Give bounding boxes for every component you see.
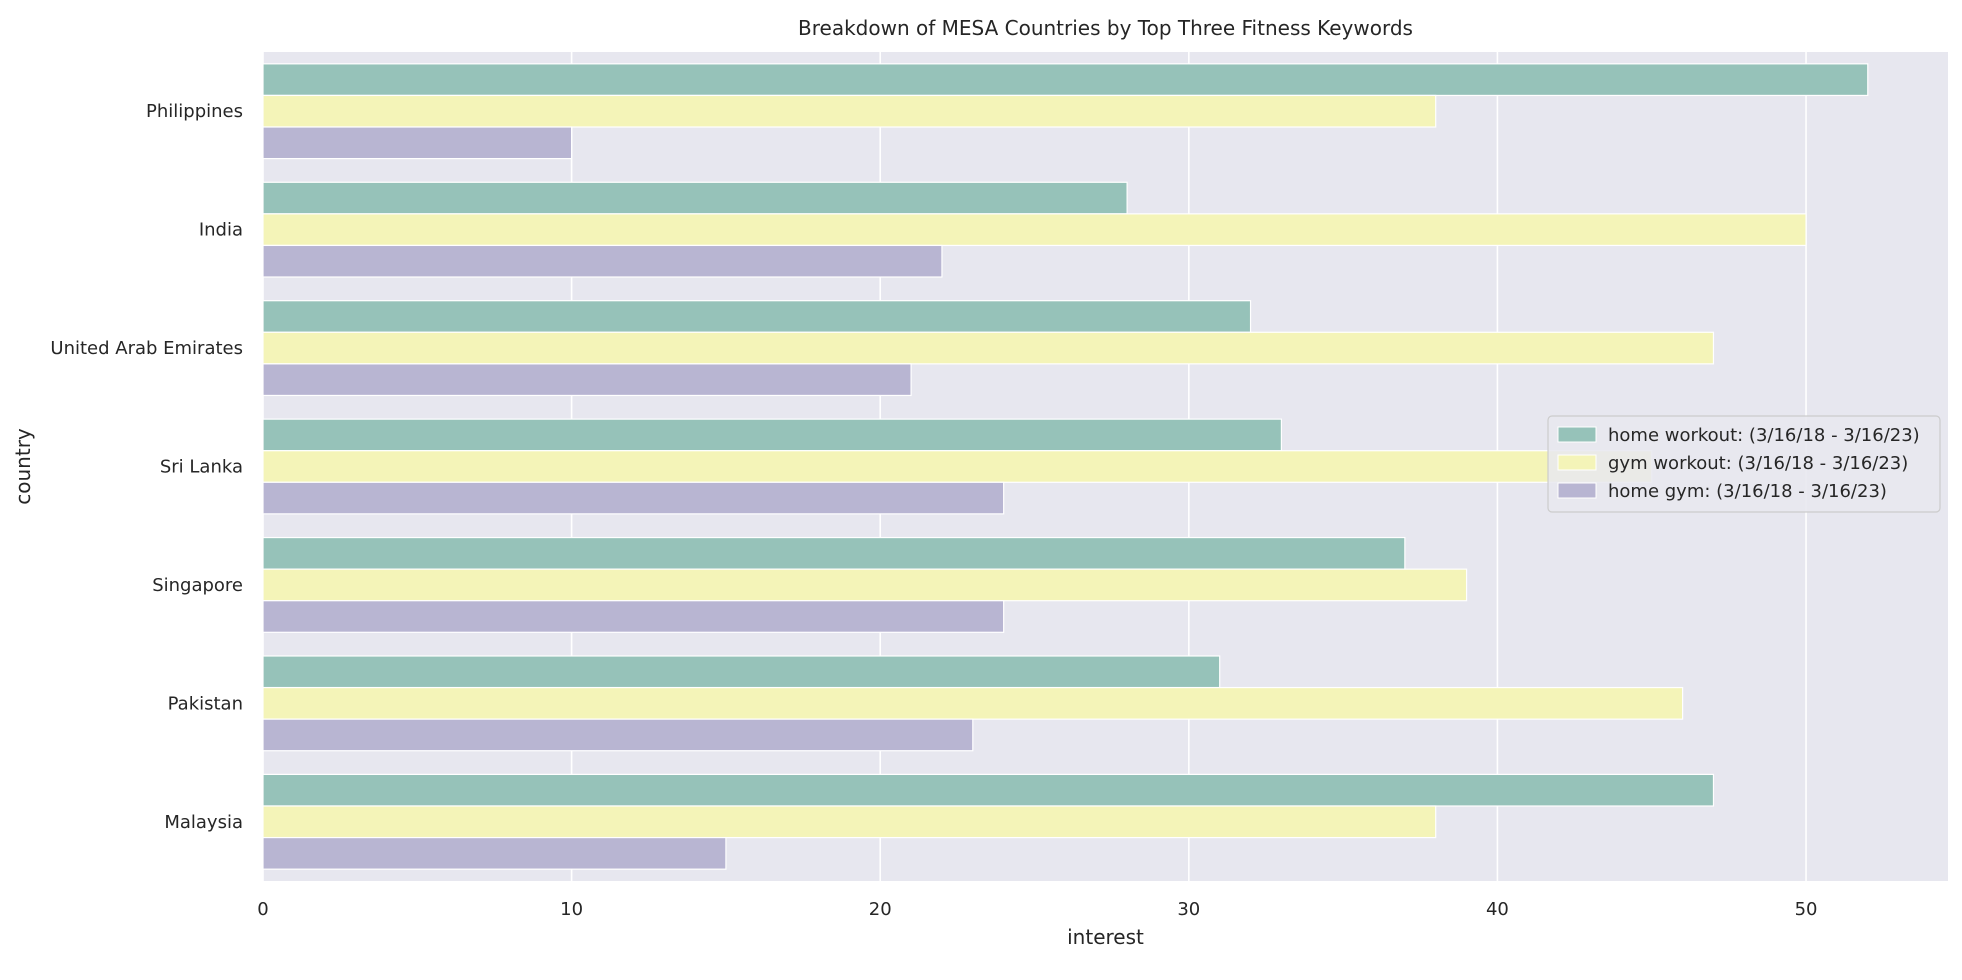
- y-tick-label: United Arab Emirates: [50, 338, 243, 359]
- chart-title: Breakdown of MESA Countries by Top Three…: [798, 16, 1413, 40]
- x-axis-title: interest: [1067, 925, 1144, 949]
- bar: [262, 536, 1406, 570]
- bar: [262, 300, 1252, 333]
- y-axis-title: country: [11, 428, 35, 505]
- y-tick-label: Malaysia: [164, 812, 243, 833]
- y-axis-ticks: Philippines India United Arab Emirates Sri …: [50, 101, 243, 833]
- y-tick-label: Singapore: [152, 575, 243, 596]
- bar: [262, 481, 1005, 515]
- y-tick-label: Pakistan: [168, 693, 243, 714]
- bar: [262, 836, 727, 870]
- legend-label: gym workout: (3/16/18 - 3/16/23): [1608, 453, 1908, 474]
- legend-label: home workout: (3/16/18 - 3/16/23): [1608, 425, 1920, 446]
- y-tick-label: Philippines: [146, 101, 243, 122]
- bar: [262, 805, 1437, 839]
- bar: [262, 244, 943, 278]
- x-tick-label: 50: [1795, 899, 1818, 920]
- x-tick-label: 20: [869, 899, 892, 920]
- bar: [262, 363, 912, 397]
- bar: [262, 63, 1869, 97]
- bar: [262, 773, 1715, 807]
- bar: [262, 181, 1128, 215]
- bar: [262, 126, 573, 160]
- bar: [262, 418, 1283, 452]
- legend-box: [1547, 415, 1941, 513]
- legend-label: home gym: (3/16/18 - 3/16/23): [1608, 481, 1887, 502]
- bar: [262, 600, 1005, 633]
- bar: [262, 718, 974, 752]
- x-tick-label: 40: [1486, 899, 1509, 920]
- legend-swatch: [1557, 426, 1597, 443]
- y-tick-label: India: [199, 220, 243, 241]
- bar: [262, 686, 1684, 720]
- bar: [262, 331, 1715, 365]
- x-tick-label: 30: [1177, 899, 1200, 920]
- legend-swatch: [1557, 454, 1597, 471]
- x-tick-label: 10: [560, 899, 583, 920]
- legend-swatch: [1557, 482, 1597, 499]
- bar: [262, 213, 1807, 247]
- bars: [262, 63, 1869, 870]
- bar: [262, 655, 1221, 689]
- legend: home workout: (3/16/18 - 3/16/23) gym wor…: [1547, 415, 1941, 513]
- x-tick-label: 0: [257, 899, 268, 920]
- bar: [262, 94, 1437, 128]
- bar: [262, 568, 1468, 602]
- y-tick-label: Sri Lanka: [160, 457, 243, 478]
- bar: [262, 450, 1653, 483]
- x-axis-ticks: 0 10 20 30 40 50: [257, 899, 1817, 920]
